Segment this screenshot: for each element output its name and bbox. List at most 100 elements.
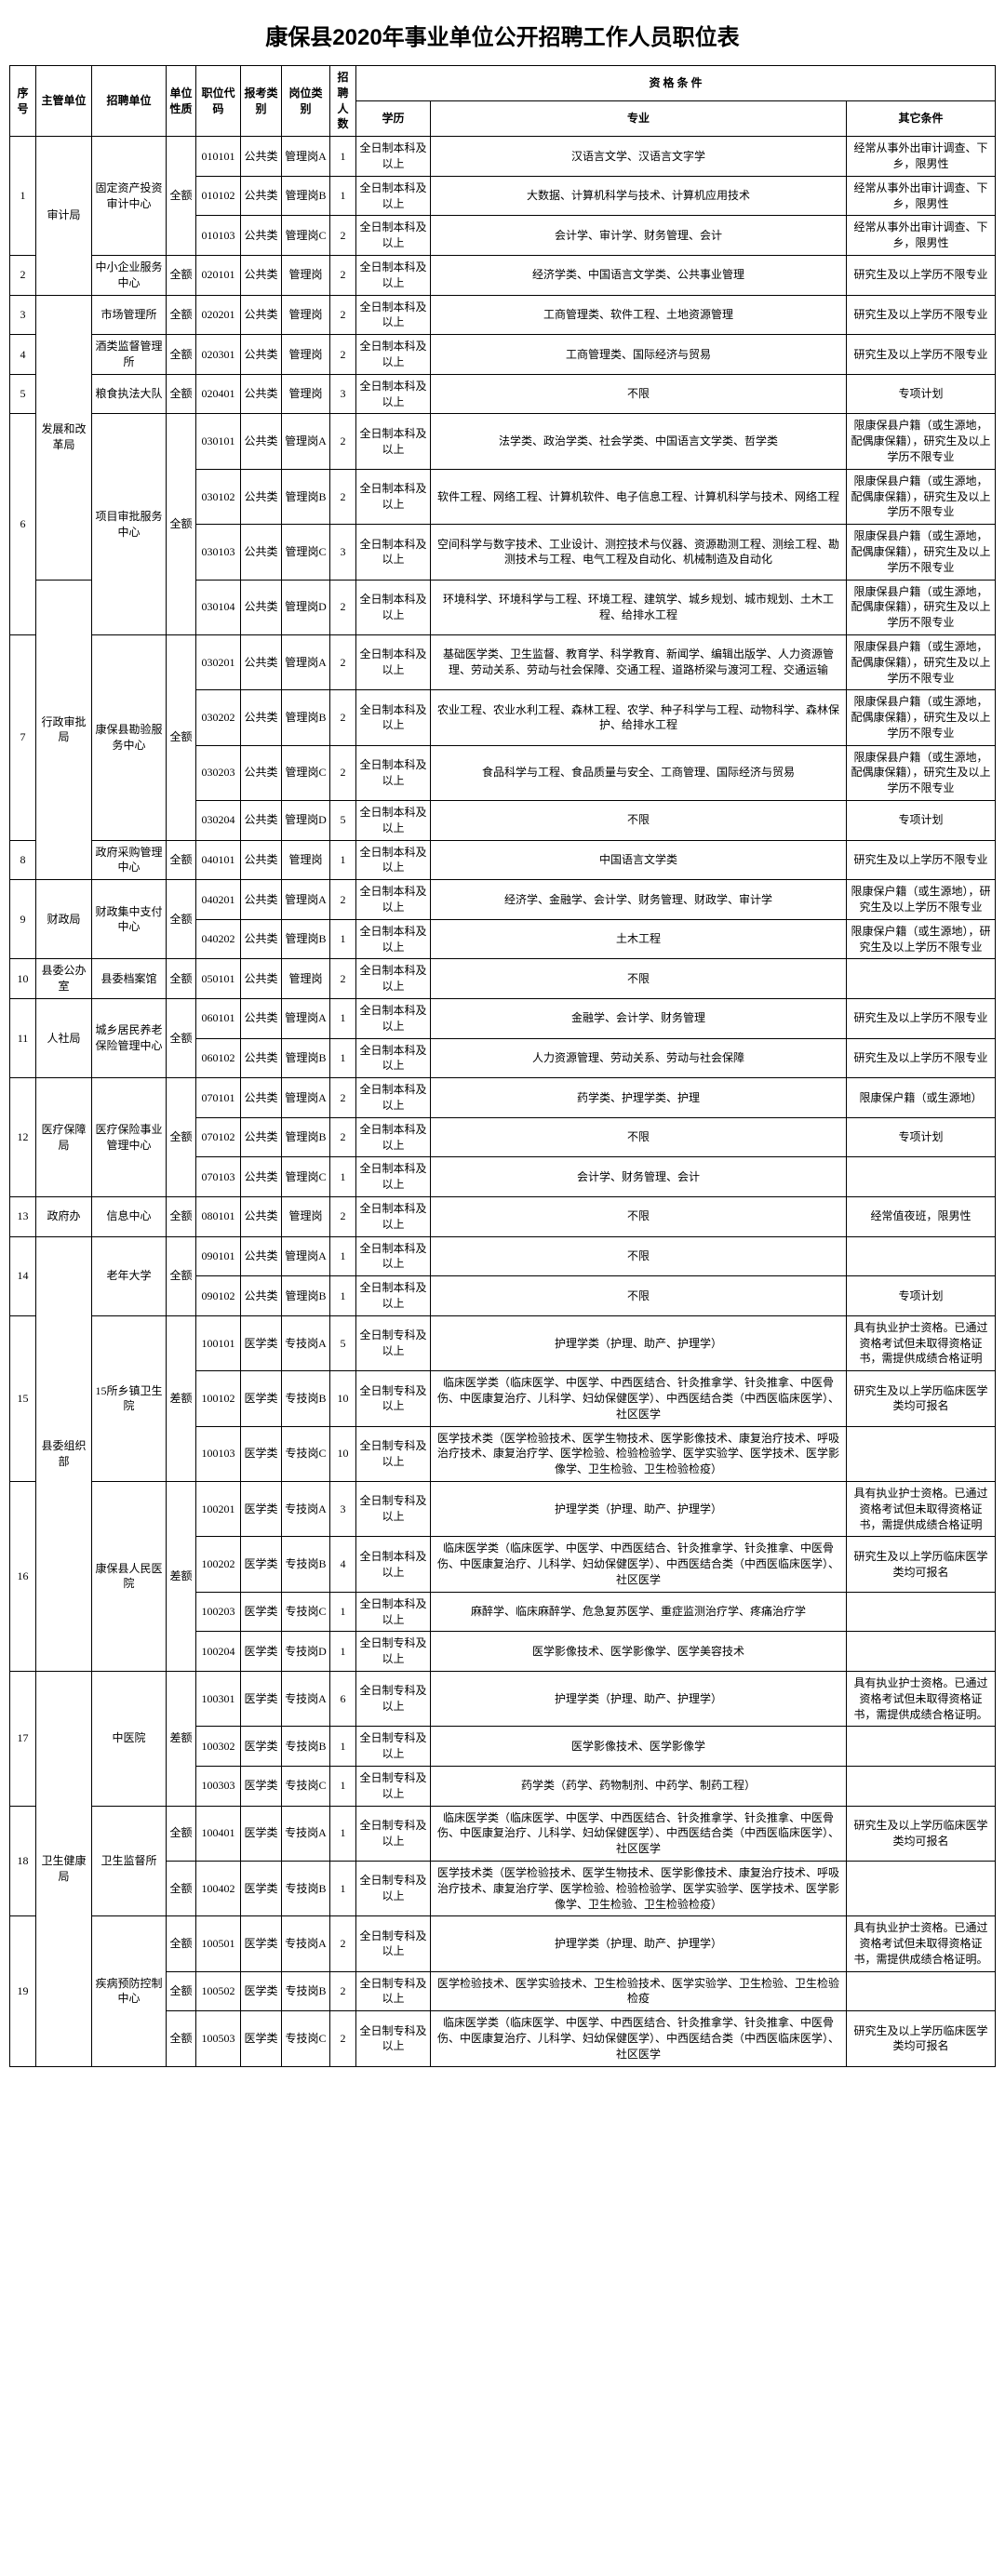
cell-poscode: 100101 — [196, 1315, 241, 1370]
cell-poscode: 100102 — [196, 1371, 241, 1426]
table-row: 13政府办信息中心全额080101公共类管理岗2全日制本科及以上不限经常值夜班，… — [10, 1197, 996, 1237]
cell-exam: 医学类 — [241, 2011, 282, 2066]
cell-num: 2 — [330, 745, 356, 800]
cell-nature: 全额 — [167, 634, 196, 840]
cell-exam: 医学类 — [241, 1806, 282, 1861]
cell-edu: 全日制本科及以上 — [356, 1592, 431, 1632]
cell-nature: 全额 — [167, 2011, 196, 2066]
cell-other: 限康保户籍（或生源地） — [847, 1078, 996, 1118]
cell-poscode: 080101 — [196, 1197, 241, 1237]
cell-major: 不限 — [431, 1117, 847, 1157]
cell-num: 1 — [330, 1592, 356, 1632]
cell-num: 1 — [330, 1236, 356, 1276]
cell-nature: 全额 — [167, 295, 196, 335]
cell-num: 1 — [330, 137, 356, 177]
cell-edu: 全日制本科及以上 — [356, 335, 431, 375]
cell-postcat: 管理岗C — [282, 1157, 330, 1197]
cell-major: 软件工程、网络工程、计算机软件、电子信息工程、计算机科学与技术、网络工程 — [431, 469, 847, 524]
table-row: 18卫生监督所全额100401医学类专技岗A1全日制专科及以上临床医学类（临床医… — [10, 1806, 996, 1861]
cell-poscode: 100302 — [196, 1727, 241, 1767]
cell-num: 2 — [330, 690, 356, 745]
cell-other: 限康保户籍（或生源地），研究生及以上学历不限专业 — [847, 880, 996, 920]
cell-other: 限康保县户籍（或生源地，配偶康保籍），研究生及以上学历不限专业 — [847, 414, 996, 469]
cell-poscode: 100201 — [196, 1481, 241, 1536]
cell-other: 研究生及以上学历不限专业 — [847, 255, 996, 295]
cell-exam: 公共类 — [241, 216, 282, 256]
cell-num: 5 — [330, 1315, 356, 1370]
cell-unit: 卫生监督所 — [92, 1806, 167, 1916]
cell-postcat: 管理岗D — [282, 580, 330, 634]
cell-edu: 全日制本科及以上 — [356, 1537, 431, 1592]
cell-nature: 全额 — [167, 999, 196, 1078]
cell-edu: 全日制本科及以上 — [356, 414, 431, 469]
cell-nature: 全额 — [167, 374, 196, 414]
cell-major: 工商管理类、软件工程、土地资源管理 — [431, 295, 847, 335]
cell-poscode: 090101 — [196, 1236, 241, 1276]
cell-seq: 18 — [10, 1806, 36, 1916]
cell-major: 法学类、政治学类、社会学类、中国语言文学类、哲学类 — [431, 414, 847, 469]
col-major: 专业 — [431, 101, 847, 137]
cell-major: 护理学类（护理、助产、护理学） — [431, 1481, 847, 1536]
cell-exam: 公共类 — [241, 580, 282, 634]
cell-seq: 13 — [10, 1197, 36, 1237]
cell-poscode: 070101 — [196, 1078, 241, 1118]
cell-postcat: 专技岗B — [282, 1727, 330, 1767]
cell-poscode: 060102 — [196, 1038, 241, 1078]
cell-edu: 全日制本科及以上 — [356, 137, 431, 177]
cell-seq: 9 — [10, 880, 36, 959]
cell-nature: 全额 — [167, 880, 196, 959]
cell-edu: 全日制本科及以上 — [356, 525, 431, 580]
cell-other: 研究生及以上学历不限专业 — [847, 999, 996, 1039]
cell-exam: 公共类 — [241, 745, 282, 800]
cell-edu: 全日制本科及以上 — [356, 880, 431, 920]
cell-edu: 全日制本科及以上 — [356, 1197, 431, 1237]
cell-poscode: 040101 — [196, 840, 241, 880]
cell-other: 具有执业护士资格。已通过资格考试但未取得资格证书，需提供成绩合格证明。 — [847, 1671, 996, 1726]
cell-other: 专项计划 — [847, 1117, 996, 1157]
cell-postcat: 管理岗B — [282, 1038, 330, 1078]
cell-major: 护理学类（护理、助产、护理学） — [431, 1671, 847, 1726]
cell-exam: 公共类 — [241, 840, 282, 880]
cell-num: 1 — [330, 1276, 356, 1316]
cell-exam: 公共类 — [241, 374, 282, 414]
cell-num: 1 — [330, 1632, 356, 1672]
cell-major: 不限 — [431, 801, 847, 841]
cell-other: 研究生及以上学历不限专业 — [847, 840, 996, 880]
cell-postcat: 管理岗 — [282, 1197, 330, 1237]
cell-poscode: 100401 — [196, 1806, 241, 1861]
cell-seq: 15 — [10, 1315, 36, 1481]
cell-exam: 医学类 — [241, 1971, 282, 2011]
cell-postcat: 专技岗A — [282, 1315, 330, 1370]
cell-postcat: 管理岗 — [282, 840, 330, 880]
cell-other: 研究生及以上学历临床医学类均可报名 — [847, 1371, 996, 1426]
cell-postcat: 专技岗B — [282, 1537, 330, 1592]
table-row: 5粮食执法大队全额020401公共类管理岗3全日制本科及以上不限专项计划 — [10, 374, 996, 414]
cell-seq: 12 — [10, 1078, 36, 1197]
cell-nature: 全额 — [167, 1078, 196, 1197]
cell-num: 1 — [330, 999, 356, 1039]
cell-nature: 全额 — [167, 959, 196, 999]
cell-postcat: 专技岗B — [282, 1971, 330, 2011]
cell-unit: 酒类监督管理所 — [92, 335, 167, 375]
cell-seq: 17 — [10, 1671, 36, 1806]
cell-exam: 公共类 — [241, 1078, 282, 1118]
cell-num: 2 — [330, 216, 356, 256]
cell-poscode: 100501 — [196, 1916, 241, 1971]
cell-num: 2 — [330, 255, 356, 295]
cell-exam: 公共类 — [241, 335, 282, 375]
table-row: 1审计局固定资产投资审计中心全额010101公共类管理岗A1全日制本科及以上汉语… — [10, 137, 996, 177]
cell-edu: 全日制专科及以上 — [356, 1426, 431, 1481]
table-row: 1515所乡镇卫生院差额100101医学类专技岗A5全日制专科及以上护理学类（护… — [10, 1315, 996, 1370]
table-row: 2中小企业服务中心全额020101公共类管理岗2全日制本科及以上经济学类、中国语… — [10, 255, 996, 295]
cell-num: 2 — [330, 295, 356, 335]
table-header: 序号 主管单位 招聘单位 单位性质 职位代码 报考类别 岗位类别 招聘人数 资 … — [10, 66, 996, 137]
cell-postcat: 管理岗A — [282, 137, 330, 177]
col-poscode: 职位代码 — [196, 66, 241, 137]
cell-postcat: 管理岗A — [282, 634, 330, 689]
cell-major: 基础医学类、卫生监督、教育学、科学教育、新闻学、编辑出版学、人力资源管理、劳动关… — [431, 634, 847, 689]
cell-exam: 公共类 — [241, 1276, 282, 1316]
cell-other: 限康保县户籍（或生源地，配偶康保籍），研究生及以上学历不限专业 — [847, 634, 996, 689]
cell-other — [847, 1236, 996, 1276]
cell-postcat: 管理岗A — [282, 999, 330, 1039]
cell-num: 1 — [330, 176, 356, 216]
